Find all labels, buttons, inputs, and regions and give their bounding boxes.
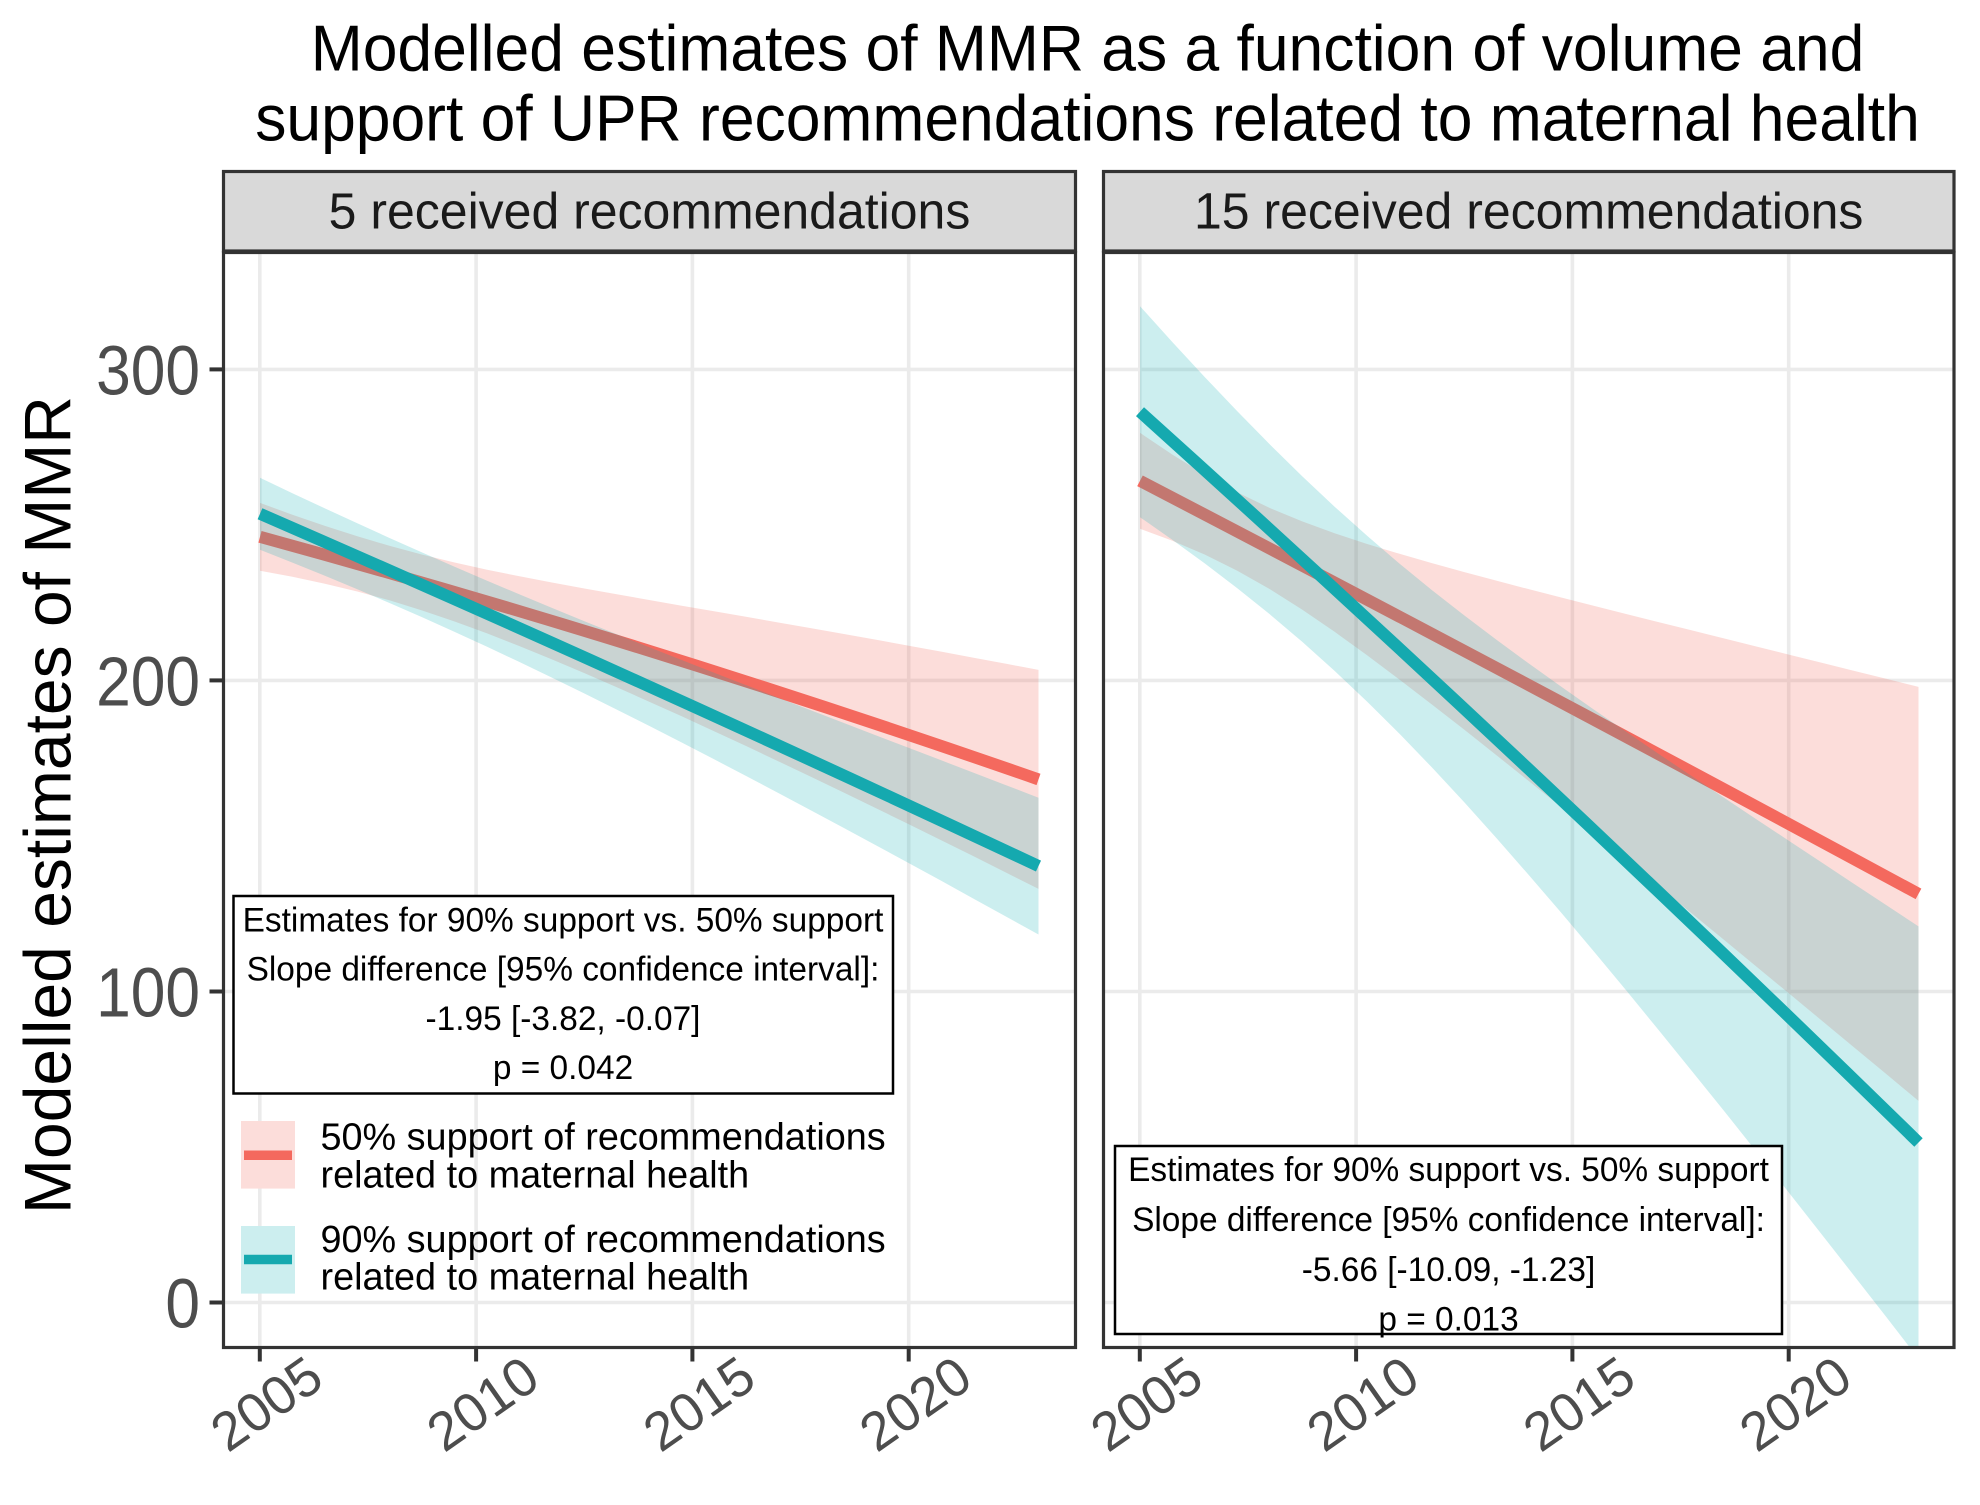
svg-text:Modelled estimates of MMR as a: Modelled estimates of MMR as a function … (311, 11, 1865, 84)
svg-text:200: 200 (96, 643, 200, 721)
svg-text:-1.95 [-3.82, -0.07]: -1.95 [-3.82, -0.07] (426, 1000, 701, 1039)
svg-text:Slope difference [95% confiden: Slope difference [95% confidence interva… (1132, 1201, 1765, 1240)
svg-text:p = 0.013: p = 0.013 (1378, 1300, 1518, 1339)
svg-text:Slope difference [95% confiden: Slope difference [95% confidence interva… (247, 950, 880, 989)
svg-text:related to maternal health: related to maternal health (321, 1257, 750, 1299)
svg-text:50% support of recommendations: 50% support of recommendations (321, 1116, 886, 1158)
svg-text:p = 0.042: p = 0.042 (493, 1049, 633, 1088)
svg-text:100: 100 (96, 954, 200, 1032)
svg-text:-5.66 [-10.09, -1.23]: -5.66 [-10.09, -1.23] (1302, 1251, 1595, 1290)
svg-text:90% support of recommendations: 90% support of recommendations (321, 1219, 886, 1261)
svg-text:support of UPR recommendations: support of UPR recommendations related t… (255, 81, 1920, 154)
svg-text:Estimates for 90% support vs.: Estimates for 90% support vs. 50% suppor… (243, 901, 884, 940)
svg-text:15 received recommendations: 15 received recommendations (1194, 182, 1863, 240)
svg-text:Estimates for 90% support vs.: Estimates for 90% support vs. 50% suppor… (1128, 1151, 1769, 1190)
svg-text:Modelled estimates of MMR: Modelled estimates of MMR (11, 396, 85, 1214)
svg-text:related to maternal health: related to maternal health (321, 1154, 750, 1196)
svg-text:300: 300 (96, 332, 200, 410)
svg-text:0: 0 (165, 1265, 200, 1343)
svg-text:5 received recommendations: 5 received recommendations (329, 182, 971, 240)
